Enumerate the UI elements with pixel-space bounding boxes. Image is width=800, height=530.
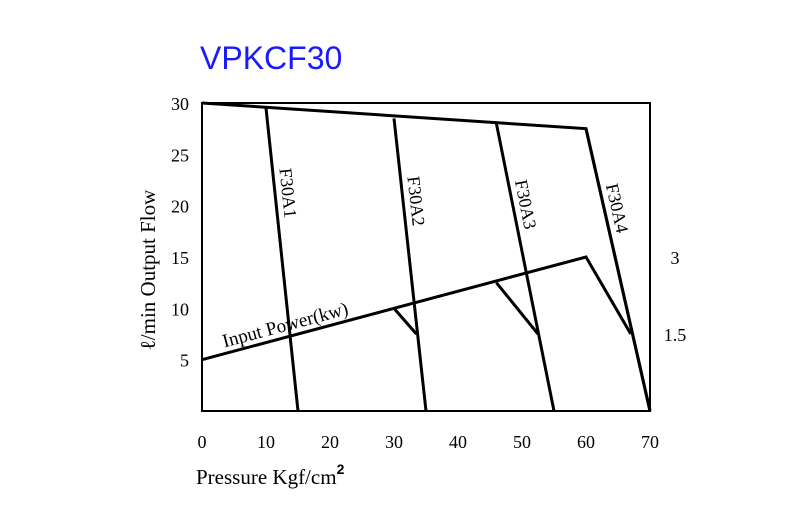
series-label-f30a4: F30A4 [602,182,633,235]
y-tick-label: 5 [180,351,189,371]
y2-tick-label: 1.5 [664,325,687,345]
y-tick-label: 20 [171,197,189,217]
x-tick-label: 0 [198,432,207,452]
x-tick-labels: 0 10 20 30 40 50 60 70 [198,432,660,452]
x-tick-label: 20 [321,432,339,452]
y-tick-label: 15 [171,248,189,268]
x-tick-label: 60 [577,432,595,452]
input-power-drop-line [392,307,418,335]
series-label-f30a1: F30A1 [275,167,300,219]
x-tick-label: 30 [385,432,403,452]
series-label-f30a2: F30A2 [403,175,428,227]
y-axis-label: ℓ/min Output Flow [136,189,160,350]
series-line-f30a1 [264,107,300,412]
x-tick-label: 40 [449,432,467,452]
y2-tick-labels: 31.5 [664,248,687,345]
x-tick-label: 70 [641,432,659,452]
y2-tick-label: 3 [671,248,680,268]
input-power-line [201,255,633,362]
series-line-f30a4 [584,128,652,412]
series-line-f30a3 [494,123,556,412]
series-line-f30a2 [392,118,428,412]
x-axis-label-text: Pressure Kgf/cm [196,465,337,489]
y-tick-label: 10 [171,299,189,319]
y-tick-label: 30 [171,94,189,114]
x-tick-label: 10 [257,432,275,452]
x-axis-label: Pressure Kgf/cm2 [196,461,345,489]
input-power-lines: Input Power(kw) [201,255,633,362]
y-tick-labels: 5 10 15 20 25 30 [171,94,189,371]
x-tick-label: 50 [513,432,531,452]
x-axis-label-superscript: 2 [337,461,345,477]
y-tick-label: 25 [171,145,189,165]
input-power-drop-line [495,281,540,335]
chart-title: VPKCF30 [200,40,342,76]
